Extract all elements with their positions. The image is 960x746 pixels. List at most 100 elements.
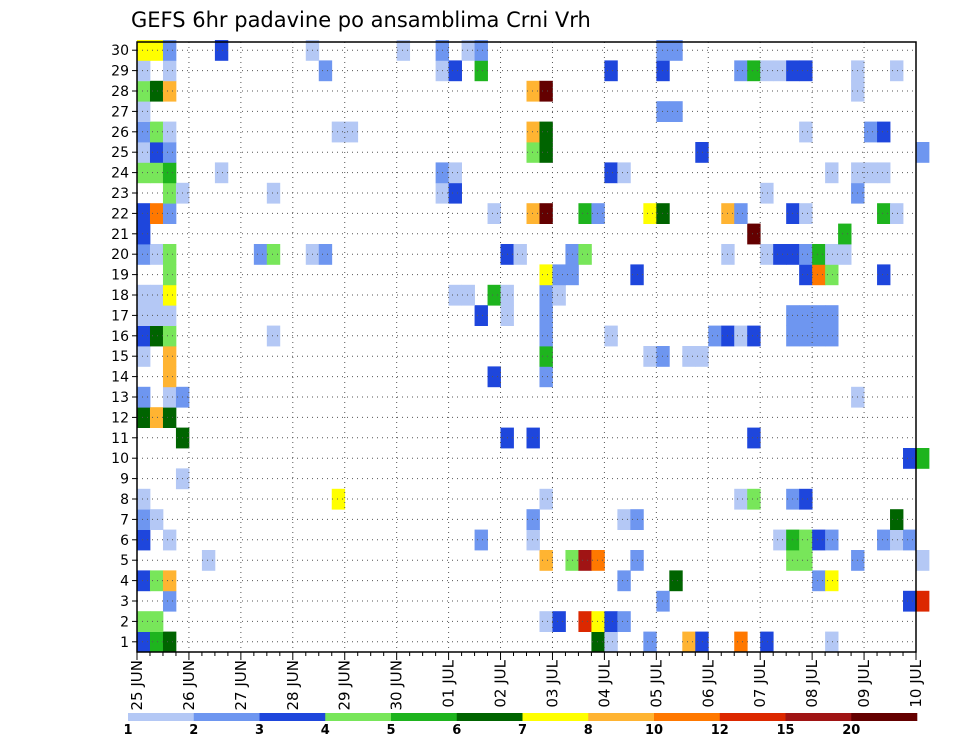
heatmap-cell-m25-s0 [137, 142, 151, 163]
heatmap-cell-m4-s1 [149, 570, 164, 592]
heatmap-cell-m30-s25 [461, 40, 475, 61]
heatmap-cell-m22-s31 [539, 203, 553, 224]
x-tick-label: 05 JUL [647, 659, 665, 707]
heatmap-cell-m20-s34 [578, 244, 592, 265]
heatmap-cell-m30-s1 [149, 40, 164, 61]
heatmap-cell-m27-s0 [137, 101, 151, 122]
heatmap-cell-m20-s51 [799, 244, 813, 265]
heatmap-cell-m18-s1 [149, 284, 164, 306]
heatmap-cell-m5-s31 [539, 550, 553, 571]
y-tick-label: 16 [111, 329, 129, 345]
heatmap-cell-m24-s37 [617, 162, 631, 184]
heatmap-cell-m23-s10 [266, 182, 281, 204]
heatmap-cell-m15-s31 [539, 346, 553, 367]
heatmap-cell-m5-s5 [201, 550, 216, 571]
heatmap-cells [137, 40, 930, 653]
heatmap-cell-m23-s2 [162, 182, 177, 204]
heatmap-cell-m29-s49 [773, 60, 787, 82]
heatmap-cell-m22-s46 [734, 203, 748, 224]
heatmap-cell-m22-s1 [149, 203, 164, 224]
y-tick-label: 8 [120, 492, 129, 508]
heatmap-cell-m25-s43 [695, 142, 709, 163]
legend-swatch [456, 713, 523, 721]
heatmap-cell-m18-s25 [461, 284, 475, 306]
heatmap-cell-m19-s2 [162, 264, 177, 286]
heatmap-cell-m20-s53 [825, 244, 839, 265]
heatmap-cell-m26-s31 [539, 121, 553, 143]
heatmap-cell-m6-s52 [812, 529, 826, 551]
heatmap-cell-m8-s47 [747, 488, 761, 510]
heatmap-cell-m18-s27 [487, 284, 501, 306]
heatmap-cell-m20-s2 [162, 244, 177, 265]
legend-swatch [522, 713, 589, 721]
heatmap-cell-m25-s30 [526, 142, 540, 163]
heatmap-cell-m26-s57 [877, 121, 891, 143]
heatmap-cell-m2-s1 [149, 611, 164, 632]
heatmap-cell-m25-s31 [539, 142, 553, 163]
heatmap-cell-m24-s1 [149, 162, 164, 184]
legend-label: 6 [452, 723, 461, 738]
heatmap-cell-m29-s46 [734, 60, 748, 82]
heatmap-cell-m26-s30 [526, 121, 540, 143]
y-tick-label: 6 [120, 533, 129, 549]
heatmap-cell-m1-s0 [137, 631, 151, 653]
heatmap-cell-m25-s60 [916, 142, 930, 163]
heatmap-cell-m2-s36 [604, 611, 618, 632]
heatmap-cell-m7-s0 [137, 509, 151, 530]
heatmap-cell-m27-s41 [669, 101, 683, 122]
legend-label: 7 [518, 723, 527, 738]
heatmap-cell-m24-s36 [604, 162, 618, 184]
heatmap-cell-m6-s26 [474, 529, 488, 551]
x-tick-label: 02 JUL [492, 659, 510, 707]
heatmap-cell-m4-s41 [669, 570, 683, 592]
heatmap-cell-m8-s51 [799, 488, 813, 510]
x-tick-label: 28 JUN [284, 660, 302, 710]
heatmap-cell-m13-s0 [137, 386, 151, 408]
y-tick-label: 28 [111, 84, 129, 100]
legend-label: 8 [584, 723, 593, 738]
heatmap-cell-m26-s51 [799, 121, 813, 143]
heatmap-cell-m29-s48 [760, 60, 774, 82]
heatmap-cell-m5-s35 [591, 550, 605, 571]
x-tick-label: 03 JUL [544, 659, 562, 707]
heatmap-cell-m16-s10 [266, 325, 281, 347]
heatmap-cell-m21-s47 [747, 223, 761, 245]
x-tick-label: 09 JUL [855, 659, 873, 707]
heatmap-cell-m8-s31 [539, 488, 553, 510]
heatmap-cell-m22-s57 [877, 203, 891, 224]
legend-swatch [128, 713, 195, 721]
heatmap-cell-m24-s57 [877, 162, 891, 184]
heatmap-cell-m22-s51 [799, 203, 813, 224]
y-tick-label: 9 [120, 472, 129, 488]
heatmap-cell-m20-s14 [318, 244, 333, 265]
heatmap-cell-m2-s31 [539, 611, 553, 632]
legend-label: 12 [711, 723, 729, 738]
heatmap-cell-m7-s1 [149, 509, 164, 530]
heatmap-cell-m16-s52 [812, 325, 826, 347]
legend-swatch [719, 713, 786, 721]
y-tick-label: 12 [111, 410, 129, 426]
heatmap-cell-m16-s2 [162, 325, 177, 347]
heatmap-cell-m29-s47 [747, 60, 761, 82]
heatmap-cell-m16-s0 [137, 325, 151, 347]
y-tick-label: 19 [111, 268, 129, 284]
x-tick-label: 08 JUL [803, 659, 821, 707]
x-tick-label: 29 JUN [336, 660, 354, 710]
y-tick-label: 25 [111, 145, 129, 161]
heatmap-cell-m1-s42 [682, 631, 696, 653]
heatmap-cell-m5-s60 [916, 550, 930, 571]
heatmap-cell-m1-s39 [643, 631, 657, 653]
heatmap-cell-m5-s51 [799, 550, 813, 571]
y-tick-label: 17 [111, 308, 129, 324]
heatmap-cell-m16-s44 [708, 325, 722, 347]
heatmap-cell-m21-s54 [838, 223, 852, 245]
heatmap-cell-m2-s0 [137, 611, 151, 632]
heatmap-cell-m6-s57 [877, 529, 891, 551]
x-tick-label: 07 JUL [751, 659, 769, 707]
heatmap-cell-m5-s34 [578, 550, 592, 571]
legend-swatch [588, 713, 655, 721]
legend-label: 3 [255, 723, 264, 738]
y-tick-label: 22 [111, 206, 129, 222]
heatmap-cell-m19-s32 [552, 264, 566, 286]
legend-swatch [391, 713, 458, 721]
